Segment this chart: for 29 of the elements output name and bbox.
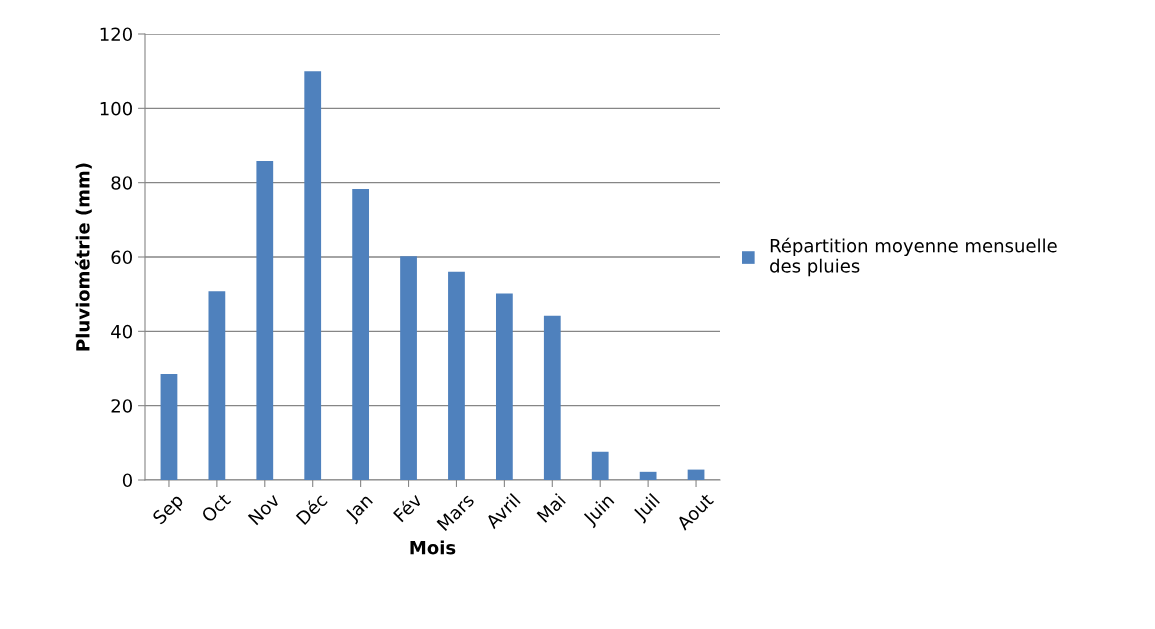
bar (687, 469, 705, 480)
y-tick-label: 60 (111, 250, 132, 265)
bar (352, 188, 370, 480)
x-axis-title: Mois (410, 540, 456, 555)
bar (400, 256, 417, 480)
x-tick-label: Déc (294, 492, 328, 526)
bar (591, 451, 609, 480)
x-tick-label: Nov (247, 492, 281, 526)
x-tick-label: Sep (151, 492, 187, 528)
y-tick-label: 0 (122, 473, 132, 488)
x-tick-label: Oct (200, 492, 232, 524)
y-tick-label: 120 (100, 27, 132, 42)
bar (639, 471, 657, 480)
bar (495, 293, 513, 480)
legend-label: Répartition moyenne mensuelle des pluies (770, 237, 1057, 277)
y-tick-label: 20 (111, 399, 132, 413)
y-axis-title: Pluviométrie (mm) (74, 163, 92, 351)
y-tick-label: 100 (100, 101, 132, 116)
bar (448, 271, 465, 480)
x-tick-label: Fév (392, 491, 423, 523)
bar (543, 315, 561, 480)
y-tick-label: 40 (111, 324, 132, 339)
x-tick-label: Mai (536, 493, 566, 523)
bar (304, 71, 322, 480)
y-tick-label: 80 (111, 176, 132, 190)
x-tick-label: Jan (344, 493, 376, 525)
bar (160, 374, 178, 480)
bar (256, 161, 274, 480)
bar (208, 291, 226, 480)
